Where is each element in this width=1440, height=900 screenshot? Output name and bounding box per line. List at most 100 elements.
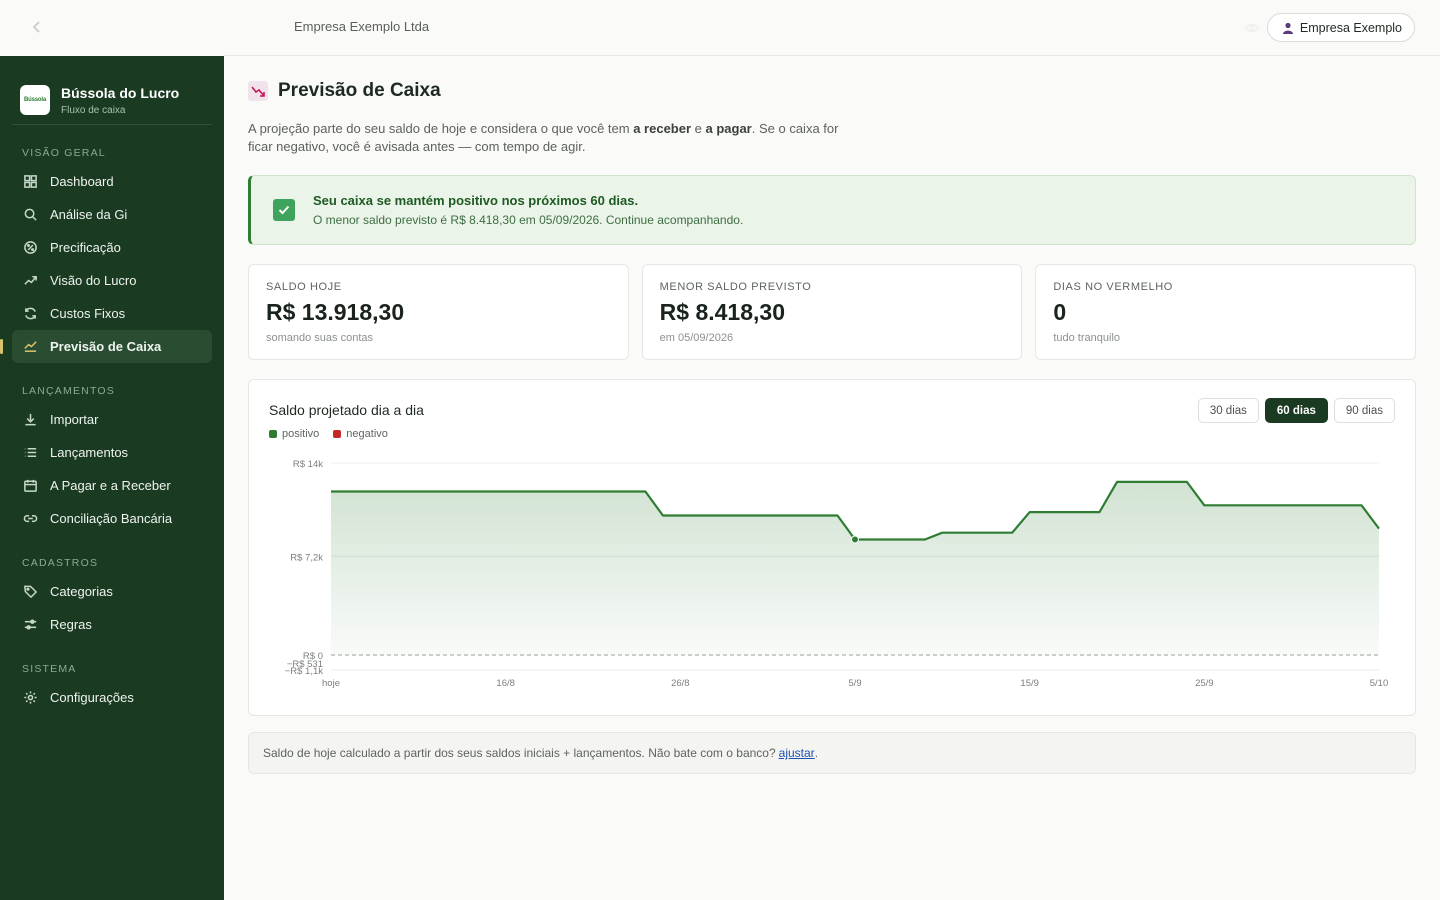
sidebar-item-lancamentos[interactable]: Lançamentos [12,436,212,469]
section-title-cadastros: CADASTROS [22,557,99,569]
sidebar-item-label: Precificação [50,240,121,255]
sidebar-item-label: Visão do Lucro [50,273,137,288]
sidebar-item-label: Lançamentos [50,445,129,460]
alert-title: Seu caixa se mantém positivo nos próximo… [313,193,639,208]
line-chart-icon [22,339,38,355]
user-label: Empresa Exemplo [1299,20,1402,35]
summary-cards: SALDO HOJE R$ 13.918,30 somando suas con… [248,264,1417,360]
brand-logo: Bússola [20,85,50,115]
range-90-button[interactable]: 90 dias [1333,398,1395,423]
sidebar-item-label: Custos Fixos [50,306,126,321]
y-tick-label: −R$ 1,1k [285,666,324,677]
legend-positive: positivo [269,428,319,440]
card-value: R$ 13.918,30 [266,299,405,325]
intro-text: A projeção parte do seu saldo de hoje e … [248,121,839,154]
user-icon [1282,22,1293,34]
topbar-left [0,0,224,56]
range-selector: 30 dias 60 dias 90 dias [1197,398,1395,423]
refresh-icon [22,306,38,322]
sidebar-item-pagar-receber[interactable]: A Pagar e a Receber [12,469,212,502]
range-30-button[interactable]: 30 dias [1197,398,1259,423]
footer-note: Saldo de hoje calculado a partir dos seu… [248,732,1416,774]
footer-text: Saldo de hoje calculado a partir dos seu… [263,746,776,760]
card-label: SALDO HOJE [266,281,342,293]
sidebar-item-label: Configurações [50,690,134,705]
section-title-sistema: SISTEMA [22,663,77,675]
card-value: 0 [1053,299,1067,325]
adjust-link[interactable]: ajustar [778,746,815,760]
x-tick-label: 15/9 [1020,678,1039,689]
top-header: Empresa Exemplo Ltda Empresa Exemplo [32,0,1440,56]
card-sub: em 05/09/2026 [659,332,734,344]
card-sub: somando suas contas [266,332,374,344]
sidebar: Bússola Bússola do Lucro Fluxo de caixa … [0,56,224,900]
sidebar-item-dashboard[interactable]: Dashboard [12,165,212,198]
sidebar-item-label: Conciliação Bancária [50,511,173,526]
x-tick-label: 16/8 [496,678,514,689]
grid-icon [22,174,38,190]
brand[interactable]: Bússola Bússola do Lucro Fluxo de caixa [0,56,224,124]
sidebar-item-label: Regras [50,617,92,632]
card-dias-vermelho: DIAS NO VERMELHO 0 tudo tranquilo [1035,264,1417,360]
chevron-left-icon[interactable] [32,20,42,37]
chart-down-icon [248,81,268,101]
brand-name: Bússola do Lucro [61,84,180,101]
sidebar-item-label: Previsão de Caixa [50,339,162,354]
sidebar-item-analise[interactable]: Análise da Gi [12,198,212,231]
page-title: Previsão de Caixa [248,80,1416,102]
tag-icon [22,584,38,600]
main-content: Previsão de Caixa A projeção parte do se… [248,56,1417,774]
calendar-icon [22,478,38,494]
y-tick-label: −R$ 531 [287,659,323,670]
sidebar-item-conciliacao[interactable]: Conciliação Bancária [12,502,212,535]
sidebar-item-custos-fixos[interactable]: Custos Fixos [12,297,212,330]
page-title-text: Previsão de Caixa [278,80,441,101]
x-tick-label: 5/9 [848,678,861,689]
sidebar-item-previsao-caixa[interactable]: Previsão de Caixa [0,330,212,363]
alert-subtitle: O menor saldo previsto é R$ 8.418,30 em … [313,213,744,227]
status-alert: Seu caixa se mantém positivo nos próximo… [248,175,1416,245]
gear-icon [22,690,38,706]
eye-off-icon[interactable] [1244,20,1260,41]
download-icon [22,412,38,428]
sidebar-item-label: Categorias [50,584,113,599]
section-title-lancamentos: LANÇAMENTOS [22,385,115,397]
chart-title: Saldo projetado dia a dia [269,402,424,418]
min-balance-marker [851,535,859,544]
link-icon [22,511,38,527]
trending-up-icon [22,273,38,289]
x-tick-label: 5/10 [1370,678,1389,689]
card-saldo-hoje: SALDO HOJE R$ 13.918,30 somando suas con… [248,264,629,360]
card-label: MENOR SALDO PREVISTO [659,281,812,293]
divider [12,124,212,125]
sidebar-item-categorias[interactable]: Categorias [12,575,212,608]
card-sub: tudo tranquilo [1053,332,1121,344]
brand-subtitle: Fluxo de caixa [61,104,126,116]
card-value: R$ 8.418,30 [659,299,785,325]
sidebar-item-importar[interactable]: Importar [12,403,212,436]
user-menu-button[interactable]: Empresa Exemplo [1266,13,1415,42]
card-label: DIAS NO VERMELHO [1053,281,1173,293]
percent-icon [22,240,38,256]
x-tick-label: hoje [322,678,340,689]
sidebar-item-configuracoes[interactable]: Configurações [12,681,212,714]
check-icon [273,199,295,221]
search-icon [22,207,38,223]
y-tick-label: R$ 14k [293,459,323,470]
y-tick-label: R$ 7,2k [290,552,323,563]
sidebar-item-label: Dashboard [50,174,114,189]
list-icon [22,445,38,461]
y-tick-label: R$ 0 [303,651,323,662]
chart-legend: positivo negativo [269,428,388,440]
legend-negative: negativo [333,428,388,440]
sidebar-item-precificacao[interactable]: Precificação [12,231,212,264]
series-line-positivo [331,480,1380,541]
company-name: Empresa Exemplo Ltda [294,19,430,34]
sidebar-item-visao-lucro[interactable]: Visão do Lucro [12,264,212,297]
sidebar-item-regras[interactable]: Regras [12,608,212,641]
range-60-button[interactable]: 60 dias [1264,398,1328,423]
x-tick-label: 25/9 [1195,678,1214,689]
sidebar-item-label: Importar [50,412,99,427]
sliders-icon [22,617,38,633]
